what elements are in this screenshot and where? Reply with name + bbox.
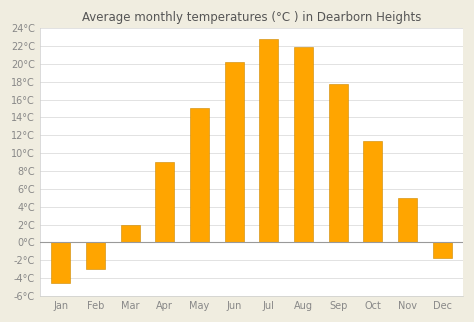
Title: Average monthly temperatures (°C ) in Dearborn Heights: Average monthly temperatures (°C ) in De… [82, 11, 421, 24]
Bar [259, 39, 278, 242]
Bar [328, 84, 347, 242]
Bar [294, 47, 313, 242]
Bar [51, 242, 70, 283]
Bar [120, 224, 140, 242]
Bar [433, 242, 452, 258]
Bar [155, 162, 174, 242]
Bar [225, 62, 244, 242]
Bar [398, 198, 417, 242]
Bar [190, 109, 209, 242]
Bar [86, 242, 105, 269]
Bar [363, 141, 383, 242]
